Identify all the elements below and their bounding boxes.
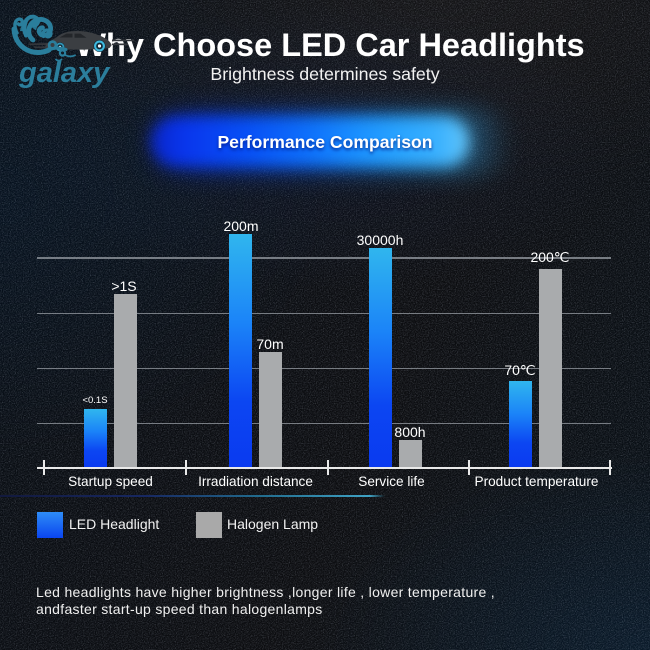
svg-text:galaxy: galaxy xyxy=(18,57,111,89)
